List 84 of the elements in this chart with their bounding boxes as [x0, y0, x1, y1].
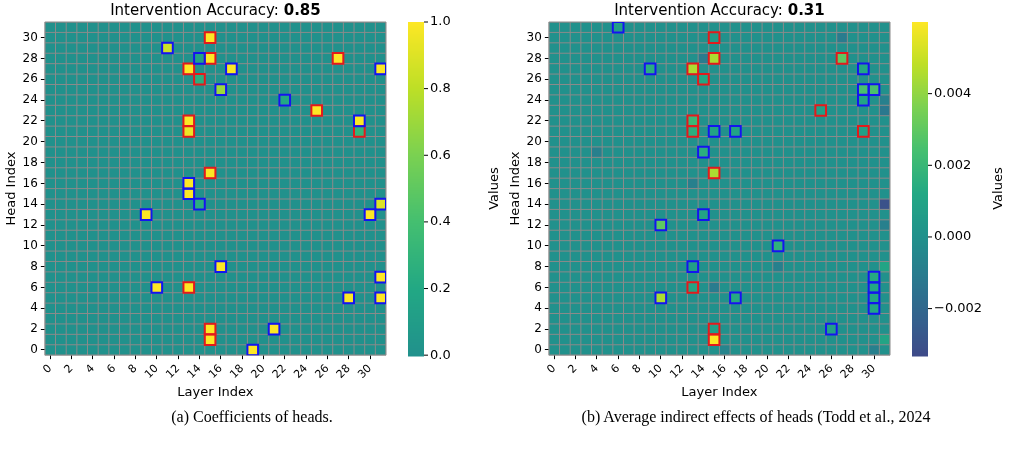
text: (a) Coefficients of heads. [170, 408, 334, 426]
color-bar-title: Values [990, 167, 1006, 210]
y-tick-label: 22 [526, 113, 542, 128]
x-tick-label: 8 [629, 361, 644, 376]
x-tick-label: 30 [355, 361, 375, 381]
chart-title: Intervention Accuracy: 0.85 [110, 1, 321, 20]
color-bar-label: 1.0 [430, 13, 451, 29]
color-bar-title: Values [486, 167, 502, 210]
chart-title: Intervention Accuracy: 0.31 [614, 1, 825, 20]
color-bar-label: 0.000 [934, 228, 972, 244]
y-tick-label: 30 [22, 29, 38, 44]
y-tick-label: 14 [22, 196, 38, 211]
x-tick-label: 0 [40, 361, 55, 376]
y-tick-label: 8 [30, 258, 38, 273]
y-tick-label: 26 [526, 71, 542, 86]
x-tick-label: 22 [269, 361, 289, 381]
y-tick-label: 26 [22, 71, 38, 86]
y-tick-label: 30 [526, 29, 542, 44]
y-tick-label: 20 [526, 133, 542, 148]
y-tick-label: 4 [534, 300, 542, 315]
x-tick-label: 24 [291, 361, 311, 381]
x-tick-label: 6 [104, 361, 119, 376]
y-tick-label: 12 [526, 217, 542, 232]
x-tick-label: 6 [608, 361, 623, 376]
y-tick-label: 12 [22, 217, 38, 232]
x-tick-label: 4 [586, 361, 601, 376]
x-tick-label: 28 [837, 361, 857, 381]
x-tick-label: 2 [565, 361, 580, 376]
y-tick-label: 8 [534, 258, 542, 273]
y-tick-label: 14 [526, 196, 542, 211]
x-tick-label: 12 [667, 361, 687, 381]
y-tick-label: 22 [22, 113, 38, 128]
x-tick-label: 10 [645, 361, 665, 381]
color-bar-label: 0.004 [934, 85, 972, 101]
x-tick-label: 12 [163, 361, 183, 381]
x-tick-label: 18 [227, 361, 247, 381]
x-tick-label: 0 [544, 361, 559, 376]
x-tick-label: 18 [731, 361, 751, 381]
x-tick-label: 10 [141, 361, 161, 381]
color-bar-label: 0.6 [430, 146, 451, 162]
y-tick-label: 28 [526, 50, 542, 65]
y-tick-label: 2 [534, 321, 542, 336]
y-tick-label: 0 [534, 342, 542, 357]
y-tick-label: 10 [526, 237, 542, 252]
y-tick-label: 2 [30, 321, 38, 336]
x-tick-label: 20 [752, 361, 772, 381]
x-axis-title: Layer Index [681, 383, 758, 399]
y-tick-label: 10 [22, 237, 38, 252]
y-tick-label: 16 [526, 175, 542, 190]
y-tick-label: 20 [22, 133, 38, 148]
y-tick-label: 28 [22, 50, 38, 65]
y-tick-label: 4 [30, 300, 38, 315]
x-tick-label: 26 [816, 361, 836, 381]
x-tick-label: 30 [859, 361, 879, 381]
color-bar-label: 0.2 [430, 279, 451, 295]
y-tick-label: 24 [22, 92, 38, 107]
x-tick-label: 2 [61, 361, 76, 376]
x-tick-label: 16 [205, 361, 225, 381]
x-tick-label: 14 [688, 361, 708, 381]
y-tick-label: 6 [534, 279, 542, 294]
x-tick-label: 24 [795, 361, 815, 381]
color-bar-label: −0.002 [934, 299, 983, 315]
y-tick-label: 24 [526, 92, 542, 107]
x-tick-label: 8 [125, 361, 140, 376]
y-axis-title: Head Index [3, 151, 19, 226]
x-axis-title: Layer Index [177, 383, 254, 399]
x-tick-label: 22 [773, 361, 793, 381]
x-tick-label: 20 [248, 361, 268, 381]
x-tick-label: 14 [184, 361, 204, 381]
color-bar-label: 0.4 [430, 213, 451, 229]
y-tick-label: 18 [22, 154, 38, 169]
color-bar-label: 0.0 [430, 346, 451, 362]
x-tick-label: 4 [82, 361, 97, 376]
y-tick-label: 18 [526, 154, 542, 169]
y-tick-label: 6 [30, 279, 38, 294]
color-bar-label: 0.8 [430, 80, 451, 96]
x-tick-label: 28 [333, 361, 353, 381]
y-tick-label: 0 [30, 342, 38, 357]
y-tick-label: 16 [22, 175, 38, 190]
color-bar-label: 0.002 [934, 156, 972, 172]
text: (b) Average indirect effects of heads (Todd et al., 2024 [580, 408, 932, 426]
y-axis-title: Head Index [507, 151, 523, 226]
x-tick-label: 26 [312, 361, 332, 381]
x-tick-label: 16 [709, 361, 729, 381]
